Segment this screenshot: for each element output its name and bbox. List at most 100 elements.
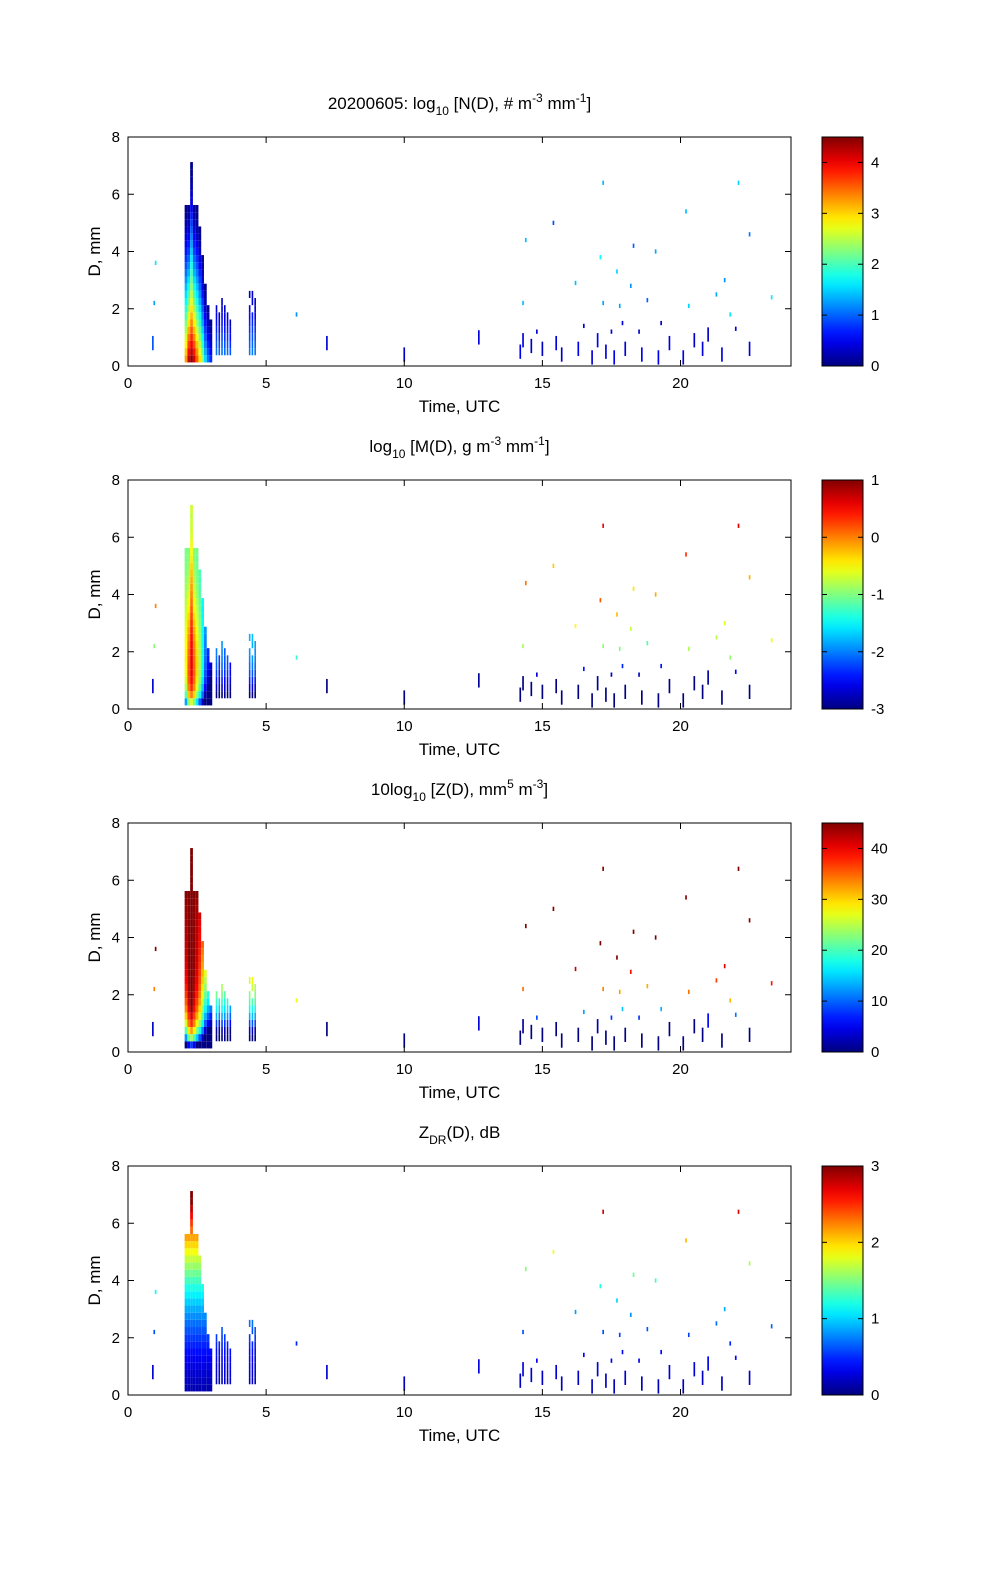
- heatmap-cell: [629, 626, 632, 631]
- heatmap-cell: [195, 1355, 199, 1363]
- heatmap-cell: [184, 333, 188, 341]
- heatmap-cell: [519, 1373, 522, 1388]
- heatmap-cell: [192, 998, 196, 1006]
- heatmap-cell: [195, 1348, 199, 1356]
- heatmap-cell: [209, 355, 213, 363]
- heatmap-cell: [203, 290, 207, 299]
- heatmap-cells: [152, 505, 773, 708]
- heatmap-cell: [203, 626, 207, 634]
- heatmap-cell: [203, 633, 207, 642]
- heatmap-cell: [685, 552, 687, 557]
- heatmap-cell: [221, 998, 223, 1006]
- heatmap-cell: [206, 1348, 210, 1356]
- heatmap-cell: [657, 350, 660, 365]
- heatmap-cell: [190, 655, 193, 663]
- heatmap-cell: [190, 540, 193, 548]
- heatmap-cell: [221, 1034, 223, 1042]
- heatmap-cell: [187, 598, 191, 606]
- heatmap-cell: [654, 1278, 657, 1283]
- heatmap-cell: [184, 1019, 188, 1027]
- heatmap-cell: [596, 333, 599, 348]
- heatmap-cell: [224, 1369, 226, 1378]
- heatmap-cell: [206, 1019, 210, 1027]
- heatmap-cell: [187, 984, 191, 992]
- heatmap-cell: [206, 305, 210, 313]
- heatmap-cell: [184, 633, 188, 642]
- heatmap-cell: [190, 691, 193, 699]
- heatmap-cell: [218, 1026, 221, 1035]
- heatmap-cell: [192, 933, 196, 942]
- heatmap-cell: [206, 312, 210, 320]
- heatmap-cell: [192, 1312, 196, 1320]
- heatmap-cell: [254, 691, 256, 699]
- heatmap-cell: [201, 1005, 204, 1013]
- heatmap-cell: [715, 292, 718, 297]
- heatmap-cell: [192, 1262, 196, 1270]
- heatmap-cell: [254, 984, 256, 992]
- heatmap-cell: [248, 662, 251, 670]
- heatmap-cell: [195, 569, 199, 577]
- heatmap-cell: [536, 1015, 538, 1020]
- heatmap-cell: [215, 1034, 218, 1042]
- heatmap-cell: [187, 326, 191, 334]
- colorbar-tick-label: 1: [871, 1311, 879, 1328]
- x-tick-label: 0: [124, 375, 132, 392]
- y-axis-label: D, mm: [85, 1255, 104, 1305]
- heatmap-cell: [190, 1298, 193, 1306]
- heatmap-cell: [201, 605, 204, 613]
- heatmap-cell: [641, 347, 643, 362]
- heatmap-cell: [153, 643, 156, 649]
- heatmap-cell: [195, 1255, 199, 1263]
- heatmap-cell: [215, 1026, 218, 1035]
- heatmap-cell: [203, 1341, 207, 1349]
- heatmap-cell: [187, 1355, 191, 1363]
- heatmap-cell: [201, 1284, 204, 1292]
- colorbar-tick-label: 0: [871, 1387, 879, 1404]
- heatmap-cell: [218, 1019, 221, 1027]
- heatmap-cell: [201, 669, 204, 677]
- heatmap-cell: [195, 991, 199, 999]
- heatmap-cell: [198, 262, 202, 270]
- heatmap-cell: [195, 948, 199, 956]
- heatmap-cell: [190, 562, 193, 570]
- heatmap-cell: [602, 986, 604, 992]
- heatmap-cell: [632, 586, 635, 591]
- heatmap-cell: [184, 1377, 188, 1385]
- heatmap-cell: [254, 683, 256, 692]
- heatmap-cell: [605, 1030, 607, 1045]
- heatmap-cell: [209, 662, 213, 670]
- heatmap-cell: [582, 1009, 585, 1015]
- heatmap-cell: [251, 1034, 254, 1042]
- heatmap-cell: [190, 669, 193, 677]
- heatmap-cell: [203, 298, 207, 306]
- heatmap-cell: [541, 341, 544, 356]
- heatmap-cell: [192, 576, 196, 584]
- heatmap-cell: [229, 340, 232, 349]
- heatmap-cell: [224, 655, 226, 663]
- heatmap-cell: [192, 1377, 196, 1385]
- heatmap-cell: [187, 619, 191, 627]
- heatmap-cell: [192, 276, 196, 284]
- heatmap-cell: [248, 669, 251, 677]
- heatmap-cell: [654, 592, 657, 597]
- heatmap-cell: [190, 190, 193, 198]
- heatmap-cell: [190, 269, 193, 277]
- heatmap-cell: [201, 340, 204, 349]
- heatmap-cell: [524, 923, 527, 929]
- heatmap-cell: [621, 320, 624, 326]
- heatmap-cell: [209, 1034, 213, 1042]
- heatmap-cell: [195, 941, 199, 949]
- heatmap-cell: [190, 1205, 193, 1213]
- heatmap-cell: [591, 1036, 593, 1051]
- heatmap-cell: [218, 1012, 221, 1020]
- heatmap-cell: [184, 626, 188, 634]
- heatmap-cell: [209, 1026, 213, 1035]
- heatmap-cell: [218, 1355, 221, 1363]
- heatmap-cell: [224, 1377, 226, 1385]
- heatmap-cell: [224, 676, 226, 684]
- heatmap-cell: [215, 1012, 218, 1020]
- heatmap-cell: [190, 1305, 193, 1313]
- heatmap-cell: [229, 1019, 232, 1027]
- heatmap-cell: [251, 348, 254, 356]
